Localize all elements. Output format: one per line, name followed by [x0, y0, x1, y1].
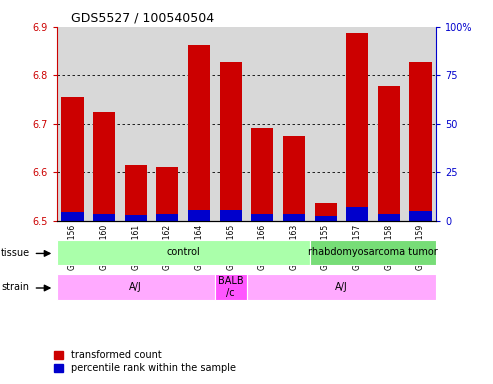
- Bar: [215, 274, 246, 300]
- Text: A/J: A/J: [129, 282, 142, 292]
- Text: control: control: [166, 247, 200, 258]
- Bar: [188, 45, 210, 221]
- Text: GDS5527 / 100540504: GDS5527 / 100540504: [71, 12, 214, 25]
- Text: BALB
/c: BALB /c: [218, 276, 244, 298]
- Bar: [156, 167, 178, 221]
- Bar: [93, 214, 115, 221]
- Bar: [57, 274, 215, 300]
- Bar: [62, 212, 84, 221]
- Bar: [57, 240, 310, 265]
- Bar: [409, 211, 431, 221]
- Bar: [251, 128, 274, 221]
- Text: tissue: tissue: [1, 248, 30, 258]
- Bar: [283, 136, 305, 221]
- Bar: [346, 207, 368, 221]
- Bar: [251, 214, 274, 221]
- Bar: [188, 210, 210, 221]
- Bar: [219, 210, 242, 221]
- Bar: [125, 165, 147, 221]
- Text: rhabdomyosarcoma tumor: rhabdomyosarcoma tumor: [308, 247, 438, 258]
- Bar: [310, 240, 436, 265]
- Legend: transformed count, percentile rank within the sample: transformed count, percentile rank withi…: [52, 349, 238, 375]
- Bar: [346, 33, 368, 221]
- Bar: [62, 97, 84, 221]
- Bar: [409, 62, 431, 221]
- Bar: [378, 86, 400, 221]
- Bar: [125, 215, 147, 221]
- Bar: [283, 215, 305, 221]
- Bar: [219, 62, 242, 221]
- Bar: [93, 112, 115, 221]
- Text: strain: strain: [1, 282, 29, 292]
- Bar: [378, 214, 400, 221]
- Bar: [246, 274, 436, 300]
- Bar: [315, 216, 337, 221]
- Text: A/J: A/J: [335, 282, 348, 292]
- Bar: [315, 203, 337, 221]
- Bar: [156, 215, 178, 221]
